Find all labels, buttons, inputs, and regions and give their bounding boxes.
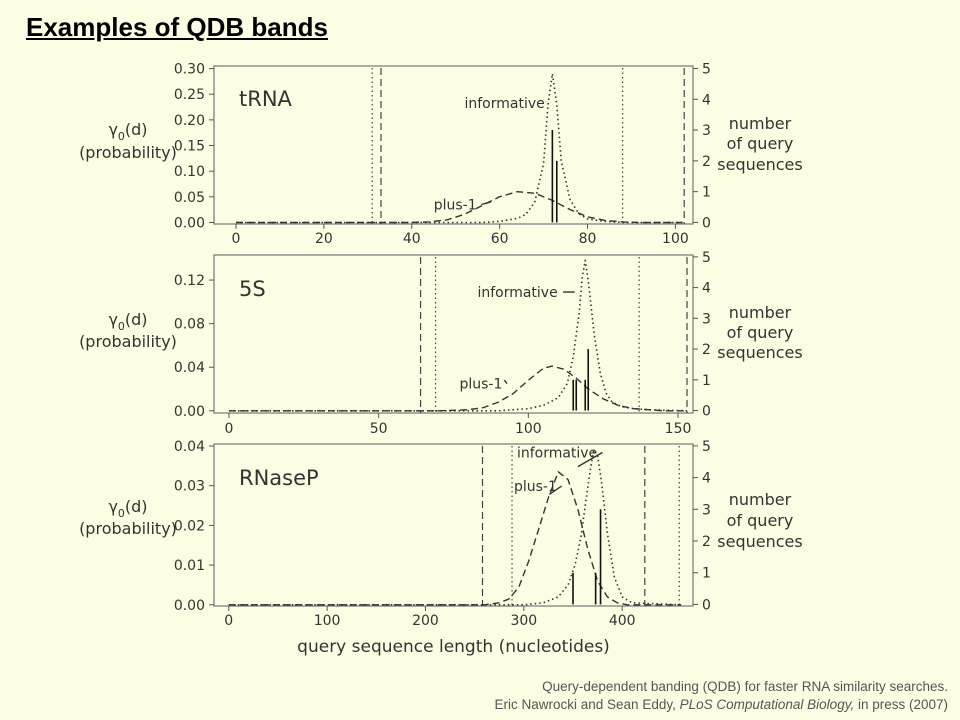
y2-tick-label: 2: [702, 534, 711, 550]
series-informative: [228, 449, 682, 606]
annotation-leader-plus1: [503, 379, 508, 385]
y-tick-label: 0.00: [174, 404, 205, 420]
caption-status: in press (2007): [854, 697, 948, 712]
panel-rnasep: 0.00 0.01 0.02 0.03 0.04 0 1 2 3 4 5 0 100 200 300 400 γ…: [79, 439, 803, 657]
y-axis-label: γ0(d): [108, 497, 147, 520]
panel-title: 5S: [239, 277, 266, 301]
caption-line-2: Eric Nawrocki and Sean Eddy, PLoS Comput…: [495, 697, 949, 712]
x-tick-label: 300: [510, 613, 537, 629]
y2-axis-label: number: [729, 490, 792, 509]
annotation-informative: informative: [464, 96, 544, 112]
y-tick-label: 0.03: [174, 479, 205, 495]
panel-title: RNaseP: [239, 466, 319, 490]
x-tick-label: 0: [225, 421, 234, 437]
y-tick-label: 0.10: [174, 164, 205, 180]
y2-tick-label: 3: [702, 502, 711, 518]
y-axis-label-sub: (probability): [79, 332, 177, 351]
caption-authors: Eric Nawrocki and Sean Eddy,: [494, 697, 680, 712]
x-tick-label: 60: [491, 231, 509, 247]
series-informative: [229, 259, 688, 412]
annotation-plus1: plus-1: [459, 377, 502, 393]
y2-axis-label: number: [729, 114, 792, 133]
series-plus-1: [229, 365, 687, 412]
y-tick-label: 0.04: [174, 360, 205, 376]
y2-tick-label: 5: [702, 250, 711, 266]
x-tick-label: 100: [662, 231, 689, 247]
x-tick-label: 50: [370, 421, 388, 437]
x-tick-label: 20: [315, 231, 333, 247]
y-tick-label: 0.12: [174, 273, 205, 289]
x-tick-label: 40: [403, 231, 421, 247]
annotation-plus1: plus-1: [514, 479, 557, 495]
annotation-leader-plus1: [481, 201, 492, 206]
panel-trna: 0.00 0.05 0.10 0.15 0.20 0.25 0.30 0 1 2 3 4 5 0 20 40 6…: [79, 61, 803, 247]
x-tick-label: 150: [665, 421, 692, 437]
y2-tick-label: 1: [702, 373, 711, 389]
y2-tick-label: 1: [702, 185, 711, 201]
annotation-leader-informative: [577, 451, 603, 468]
y2-tick-label: 5: [702, 439, 711, 455]
y2-tick-label: 0: [702, 597, 711, 613]
y-tick-label: 0.04: [174, 439, 205, 455]
y2-tick-label: 3: [702, 123, 711, 139]
y-tick-label: 0.02: [174, 518, 205, 534]
y-tick-label: 0.00: [174, 598, 205, 614]
slide-title: Examples of QDB bands: [26, 12, 328, 42]
y-tick-label: 0.30: [174, 62, 205, 78]
y-tick-label: 0.01: [174, 558, 205, 574]
annotation-informative: informative: [517, 445, 597, 461]
y-axis-label: γ0(d): [108, 310, 147, 333]
x-tick-label: 400: [609, 613, 636, 629]
y2-axis-label: of query: [727, 323, 794, 342]
x-tick-label: 100: [515, 421, 542, 437]
y2-axis-label: sequences: [717, 532, 802, 551]
annotation-plus1: plus-1: [434, 198, 477, 214]
y2-axis-label: sequences: [717, 155, 802, 174]
y2-axis-label: of query: [727, 134, 794, 153]
y2-tick-label: 1: [702, 566, 711, 582]
y2-tick-label: 2: [702, 154, 711, 170]
annotation-informative: informative: [477, 285, 557, 301]
y2-tick-label: 4: [702, 281, 711, 297]
x-tick-label: 0: [232, 231, 241, 247]
y-tick-label: 0.05: [174, 190, 205, 206]
x-tick-label: 100: [314, 613, 341, 629]
series-plus-1: [228, 471, 682, 606]
x-tick-label: 80: [579, 231, 597, 247]
x-axis-label: query sequence length (nucleotides): [297, 637, 610, 657]
y2-tick-label: 0: [702, 404, 711, 420]
y2-axis-label: number: [729, 303, 792, 322]
y-tick-label: 0.08: [174, 317, 205, 333]
y2-tick-label: 0: [702, 215, 711, 231]
series-informative: [236, 72, 685, 224]
plot-frame: [213, 65, 694, 225]
y-tick-label: 0.15: [174, 139, 205, 155]
annotation-leader-plus1: [549, 485, 562, 496]
caption-journal: PLoS Computational Biology,: [679, 697, 855, 712]
y2-tick-label: 3: [702, 311, 711, 327]
x-tick-label: 200: [412, 613, 439, 629]
y2-axis-label: of query: [727, 511, 794, 530]
y-axis-label: γ0(d): [108, 120, 147, 143]
y2-tick-label: 2: [702, 342, 711, 358]
plot-frame: [213, 254, 694, 414]
y2-tick-label: 4: [702, 471, 711, 487]
y2-axis-label: sequences: [717, 343, 802, 362]
x-tick-label: 0: [224, 613, 233, 629]
series-plus-1: [236, 191, 685, 224]
y-tick-label: 0.25: [174, 87, 205, 103]
caption-line-1: Query-dependent banding (QDB) for faster…: [542, 679, 948, 694]
panel-title: tRNA: [239, 87, 293, 111]
y-tick-label: 0.00: [174, 215, 205, 231]
y-tick-label: 0.20: [174, 113, 205, 129]
y-axis-label-sub: (probability): [79, 519, 177, 538]
y2-tick-label: 5: [702, 61, 711, 77]
y2-tick-label: 4: [702, 92, 711, 108]
y-axis-label-sub: (probability): [79, 143, 177, 162]
